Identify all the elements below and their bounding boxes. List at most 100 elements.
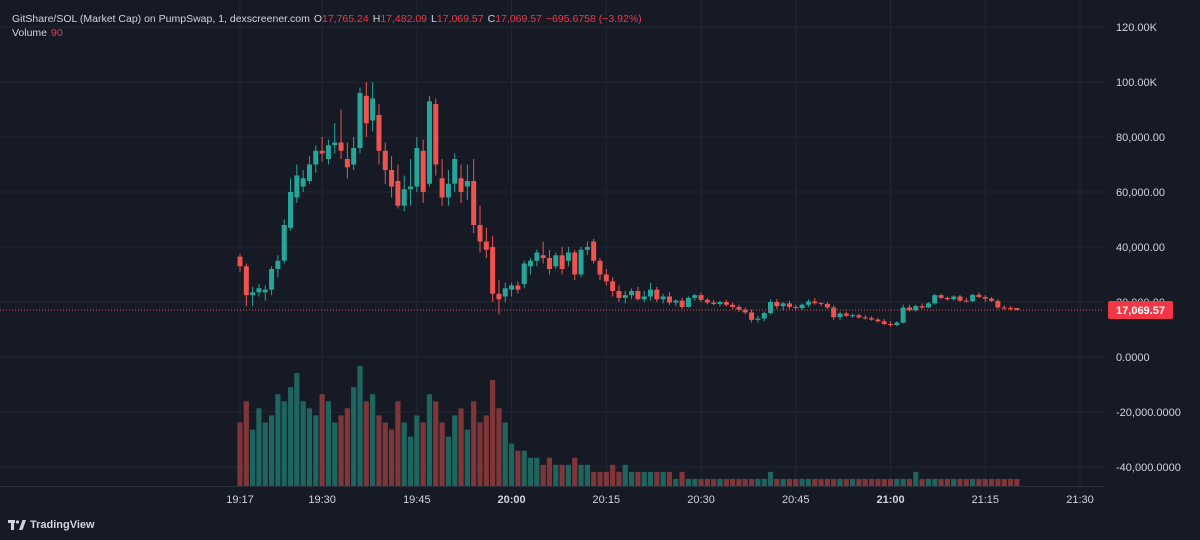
candle-body xyxy=(616,291,622,298)
candle-body xyxy=(269,269,275,290)
tradingview-brand[interactable]: TradingView xyxy=(8,519,95,531)
volume-bar xyxy=(572,457,578,486)
candle-body xyxy=(294,175,300,198)
volume-bar xyxy=(723,478,729,486)
volume-bar xyxy=(597,471,603,486)
candle-body xyxy=(363,95,369,124)
candle-body xyxy=(635,291,641,300)
candle-body xyxy=(818,303,824,305)
volume-bar xyxy=(887,478,894,486)
candle-body xyxy=(597,260,603,275)
volume-bar xyxy=(685,478,692,486)
candle-body xyxy=(957,296,963,301)
chart-legend: GitShare/SOL (Market Cap) on PumpSwap, 1… xyxy=(12,12,642,40)
candle-body xyxy=(742,309,748,313)
volume-bar xyxy=(414,415,420,486)
volume-bar xyxy=(654,471,660,486)
volume-bar xyxy=(496,408,502,486)
candle-body xyxy=(736,306,742,310)
volume-bar xyxy=(382,422,388,486)
price-tick-label: 40,000.00 xyxy=(1116,242,1165,254)
candle-body xyxy=(389,170,395,187)
volume-bar xyxy=(679,471,685,486)
candle-body xyxy=(306,164,312,181)
time-axis-scale[interactable]: 19:17 19:30 19:45 20:00 20:15 20:30 20:45 21:00… xyxy=(0,487,1104,510)
volume-bar xyxy=(793,478,799,486)
candle-body xyxy=(332,142,338,146)
candle-body xyxy=(837,313,843,318)
candle-body xyxy=(546,258,552,269)
volume-bar xyxy=(767,471,774,486)
volume-bar xyxy=(471,401,477,486)
volume-bar xyxy=(275,394,281,486)
candle-body xyxy=(565,252,571,261)
candle-body xyxy=(824,303,830,308)
volume-bar xyxy=(963,478,969,486)
volume-bar xyxy=(584,464,590,486)
candle-body xyxy=(521,263,527,285)
candle-body xyxy=(919,306,925,308)
time-tick-label: 20:15 xyxy=(593,494,621,506)
candle-body xyxy=(723,302,729,305)
candle-body xyxy=(982,297,988,299)
last-price-label: 17,069.57 xyxy=(1116,305,1165,317)
volume-bar xyxy=(988,478,995,486)
brand-name: TradingView xyxy=(30,519,95,531)
volume-bar xyxy=(919,478,925,486)
candle-body xyxy=(925,303,931,308)
candle-body xyxy=(237,256,243,267)
candle-body xyxy=(730,304,736,307)
price-chart[interactable] xyxy=(0,0,1104,487)
volume-bar xyxy=(294,373,300,486)
candle-body xyxy=(559,255,565,269)
volume-bar xyxy=(256,408,262,486)
chart-area[interactable] xyxy=(0,0,1104,487)
volume-bar xyxy=(363,401,369,486)
volume-bar xyxy=(995,478,1001,486)
candle-body xyxy=(509,285,515,290)
volume-bar xyxy=(426,394,433,486)
candle-body xyxy=(534,252,540,261)
time-tick-label: 20:30 xyxy=(687,494,715,506)
open-label: O xyxy=(313,13,322,25)
volume-bar xyxy=(875,478,881,486)
volume-bar xyxy=(388,429,395,486)
volume-bar xyxy=(1007,478,1014,486)
candle-body xyxy=(471,181,477,225)
candle-body xyxy=(351,148,357,165)
volume-bar xyxy=(407,436,414,486)
volume-bar xyxy=(913,471,919,486)
volume-bar xyxy=(268,415,275,486)
symbol-title[interactable]: GitShare/SOL (Market Cap) on PumpSwap, 1… xyxy=(12,13,310,25)
price-axis[interactable]: 120.00K 100.00K 80,000.00 60,000.00 40,000.0… xyxy=(1104,0,1200,487)
candle-body xyxy=(256,288,262,293)
candle-body xyxy=(572,252,578,275)
price-axis-scale[interactable]: 120.00K 100.00K 80,000.00 60,000.00 40,000.0… xyxy=(1104,0,1200,487)
candle-body xyxy=(692,295,698,298)
volume-bar xyxy=(1001,478,1007,486)
candle-body xyxy=(913,306,919,311)
candle-body xyxy=(831,307,837,318)
volume-bar xyxy=(862,478,868,486)
candle-body xyxy=(426,101,432,184)
volume-bar xyxy=(439,422,445,486)
high-label: H xyxy=(372,13,381,25)
volume-bar xyxy=(546,457,553,486)
time-tick-label: 21:00 xyxy=(876,494,904,506)
candle-body xyxy=(869,318,875,320)
volume-bar xyxy=(647,471,654,486)
candle-body xyxy=(262,289,268,293)
candle-body xyxy=(843,313,849,316)
volume-bar xyxy=(957,478,963,486)
volume-bar xyxy=(837,478,843,486)
candle-body xyxy=(344,159,350,168)
volume-bar xyxy=(559,464,565,486)
time-axis[interactable]: 19:17 19:30 19:45 20:00 20:15 20:30 20:45 21:00… xyxy=(0,487,1104,510)
volume-bar xyxy=(850,478,856,486)
volume-bar xyxy=(319,394,325,486)
candle-body xyxy=(685,297,691,307)
volume-bar xyxy=(635,471,641,486)
candle-body xyxy=(591,241,597,261)
volume-label[interactable]: Volume xyxy=(12,27,48,39)
candle-body xyxy=(490,247,496,294)
